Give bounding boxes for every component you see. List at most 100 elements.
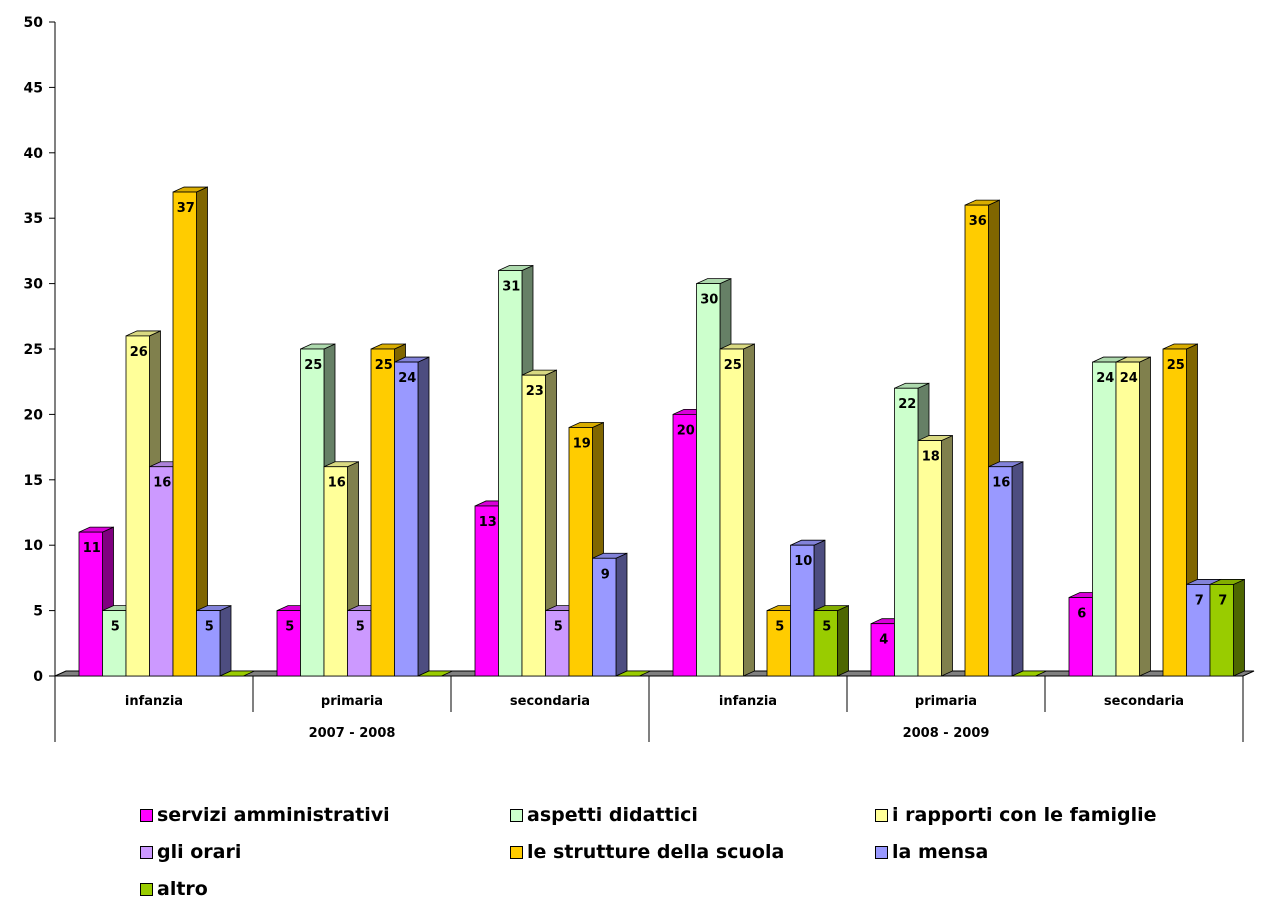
bar-side: [1233, 578, 1245, 677]
bar: [894, 387, 919, 677]
data-label: 22: [898, 397, 916, 412]
bar: [917, 440, 942, 677]
bar: [1092, 361, 1117, 677]
data-label: 20: [677, 423, 695, 438]
legend-swatch: [140, 808, 153, 822]
data-label: 36: [969, 214, 987, 229]
bar: [813, 610, 838, 677]
data-label: 10: [794, 554, 812, 569]
y-tick-label: 5: [33, 604, 43, 620]
bar: [696, 283, 721, 677]
data-label: 25: [1167, 358, 1185, 373]
bar: [394, 361, 419, 677]
group-label: 2008 - 2009: [903, 726, 990, 741]
data-label: 25: [304, 358, 322, 373]
data-label: 5: [554, 620, 563, 635]
data-label: 30: [700, 293, 718, 308]
legend-label: aspetti didattici: [527, 804, 698, 826]
bar-side: [417, 356, 430, 677]
data-label: 18: [922, 450, 940, 465]
bar: [125, 335, 150, 677]
data-label: 24: [398, 371, 416, 386]
bar-side: [615, 552, 628, 677]
bar-side: [1139, 356, 1151, 677]
legend-label: gli orari: [157, 841, 242, 863]
data-label: 7: [1218, 593, 1227, 608]
legend-label: le strutture della scuola: [527, 841, 785, 863]
category-label: infanzia: [719, 694, 777, 709]
bar-side: [219, 604, 232, 677]
data-label: 11: [83, 541, 101, 556]
y-tick-label: 40: [24, 146, 44, 162]
bar: [1209, 584, 1234, 677]
legend-item: altro: [140, 878, 208, 900]
bar-empty-base: [219, 670, 255, 677]
bar: [323, 466, 348, 677]
bar: [149, 466, 174, 677]
bar: [988, 466, 1013, 677]
legend-item: aspetti didattici: [510, 804, 698, 826]
y-tick-label: 15: [24, 473, 43, 489]
bar: [196, 610, 221, 677]
bar: [964, 204, 989, 677]
bar-side: [1011, 461, 1024, 677]
y-tick-label: 10: [24, 538, 44, 554]
data-label: 7: [1195, 593, 1204, 608]
legend-swatch: [510, 845, 523, 859]
data-label: 16: [328, 476, 346, 491]
bar: [719, 348, 744, 677]
data-label: 26: [130, 345, 148, 360]
data-label: 5: [111, 620, 120, 635]
legend-item: gli orari: [140, 841, 241, 863]
bar: [1162, 348, 1187, 677]
bar: [592, 557, 617, 677]
data-label: 5: [775, 620, 784, 635]
legend-label: altro: [157, 878, 208, 900]
category-label: infanzia: [125, 694, 183, 709]
y-tick-label: 30: [24, 277, 44, 293]
y-tick-label: 25: [24, 342, 43, 358]
bar-side: [941, 434, 953, 677]
data-label: 16: [153, 476, 171, 491]
data-label: 31: [502, 280, 520, 295]
legend-swatch: [140, 845, 153, 859]
y-tick-label: 20: [24, 407, 44, 423]
data-label: 9: [601, 567, 610, 582]
bar: [172, 191, 197, 677]
bar: [498, 270, 523, 677]
legend-item: i rapporti con le famiglie: [875, 804, 1157, 826]
bar: [370, 348, 395, 677]
category-label: secondaria: [1104, 694, 1184, 709]
data-label: 23: [526, 384, 544, 399]
category-label: primaria: [915, 694, 977, 709]
bar: [672, 413, 697, 677]
data-label: 5: [822, 620, 831, 635]
legend-swatch: [875, 845, 888, 859]
bar: [78, 531, 103, 677]
bar: [474, 505, 499, 677]
data-label: 16: [992, 476, 1010, 491]
legend-swatch: [140, 882, 153, 896]
group-label: 2007 - 2008: [309, 726, 396, 741]
y-tick-label: 50: [24, 15, 44, 31]
data-label: 19: [573, 436, 591, 451]
data-label: 24: [1096, 371, 1114, 386]
data-label: 37: [177, 201, 195, 216]
bar: [568, 427, 593, 677]
data-label: 6: [1077, 607, 1086, 622]
bar-empty-base: [1011, 670, 1047, 677]
legend-item: le strutture della scuola: [510, 841, 784, 863]
y-tick-label: 35: [24, 211, 43, 227]
bar-side: [837, 604, 849, 677]
data-label: 5: [285, 620, 294, 635]
category-label: primaria: [321, 694, 383, 709]
bar-empty-base: [417, 670, 453, 677]
data-label: 25: [724, 358, 742, 373]
bar: [1115, 361, 1140, 677]
legend-swatch: [875, 808, 888, 822]
bar-chart: 0 5 10 15 20 25 30 35 40 45 50 11 5 13 20 4 6 5 25 31 30 22 24…: [24, 15, 1255, 742]
bar: [870, 623, 895, 677]
bar-empty-base: [615, 670, 651, 677]
data-label: 24: [1120, 371, 1138, 386]
data-label: 5: [205, 620, 214, 635]
